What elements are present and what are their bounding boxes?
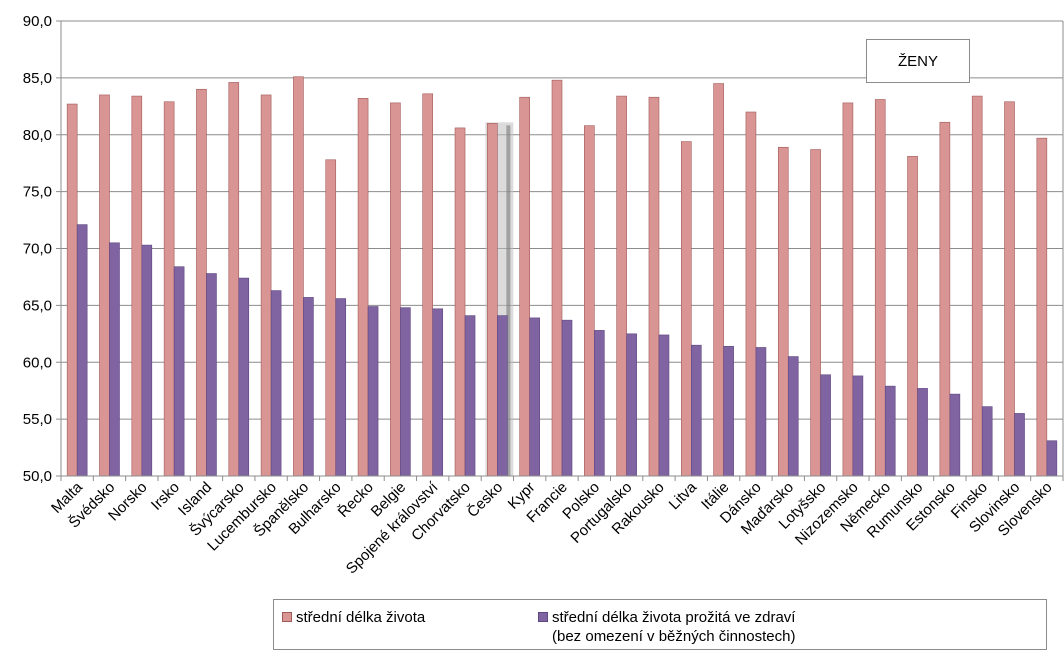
bar-healthy-life-expectancy bbox=[658, 334, 670, 477]
bar-life-expectancy bbox=[422, 93, 434, 477]
bar-life-expectancy bbox=[487, 123, 498, 477]
x-category-label: Česko bbox=[464, 479, 506, 521]
bar-healthy-life-expectancy bbox=[594, 330, 605, 477]
bar-healthy-life-expectancy bbox=[690, 344, 702, 477]
legend-swatch-healthy-life-expectancy bbox=[538, 612, 548, 622]
x-axis-category-labels: MaltaŠvédskoNorskoIrskoIslandŠvýcarskoLu… bbox=[48, 478, 1056, 577]
bar-healthy-life-expectancy bbox=[238, 277, 250, 477]
bar-life-expectancy bbox=[745, 111, 757, 477]
bar-healthy-life-expectancy bbox=[820, 374, 831, 477]
y-tick-label: 80,0 bbox=[23, 127, 52, 144]
bar-life-expectancy bbox=[907, 156, 918, 477]
bar-life-expectancy bbox=[777, 146, 789, 477]
bar-healthy-life-expectancy bbox=[561, 319, 573, 477]
legend-swatch-life-expectancy bbox=[282, 612, 292, 622]
bar-healthy-life-expectancy bbox=[787, 356, 799, 477]
chart-title: ŽENY bbox=[897, 52, 938, 70]
bar-healthy-life-expectancy bbox=[884, 385, 896, 477]
y-tick-label: 50,0 bbox=[23, 468, 52, 485]
bar-healthy-life-expectancy bbox=[1014, 413, 1025, 477]
bar-healthy-life-expectancy bbox=[981, 406, 993, 477]
bar-life-expectancy bbox=[260, 94, 272, 477]
bar-healthy-life-expectancy bbox=[335, 298, 347, 477]
bar-life-expectancy bbox=[971, 95, 983, 477]
bar-life-expectancy bbox=[99, 94, 110, 477]
bar-healthy-life-expectancy bbox=[76, 224, 88, 477]
bar-life-expectancy bbox=[66, 103, 78, 477]
bar-healthy-life-expectancy bbox=[626, 333, 637, 477]
bar-healthy-life-expectancy bbox=[1046, 440, 1058, 477]
bar-life-expectancy bbox=[390, 102, 401, 477]
bar-healthy-life-expectancy bbox=[497, 315, 508, 477]
legend-label-healthy-line-1: střední délka života prožitá ve zdraví bbox=[552, 609, 796, 626]
bar-life-expectancy bbox=[616, 95, 627, 477]
bar-life-expectancy bbox=[357, 98, 369, 477]
bar-life-expectancy bbox=[519, 96, 530, 477]
bar-life-expectancy bbox=[131, 95, 143, 477]
x-category-label: Litva bbox=[666, 478, 701, 513]
bar-life-expectancy bbox=[293, 76, 304, 477]
bar-life-expectancy bbox=[228, 82, 240, 477]
bar-life-expectancy bbox=[939, 121, 951, 477]
legend-label-life-expectancy: střední délka života bbox=[296, 609, 426, 626]
bar-healthy-life-expectancy bbox=[755, 347, 767, 477]
bar-healthy-life-expectancy bbox=[852, 375, 864, 477]
bar-healthy-life-expectancy bbox=[529, 317, 540, 477]
bar-healthy-life-expectancy bbox=[400, 307, 411, 477]
bar-healthy-life-expectancy bbox=[917, 388, 928, 477]
bar-life-expectancy bbox=[584, 125, 595, 477]
bar-healthy-life-expectancy bbox=[464, 315, 476, 477]
bar-life-expectancy bbox=[842, 102, 854, 477]
bar-life-expectancy bbox=[1004, 101, 1015, 477]
bar-life-expectancy bbox=[874, 99, 886, 477]
bar-life-expectancy bbox=[713, 83, 724, 477]
y-tick-label: 85,0 bbox=[23, 70, 52, 87]
bar-life-expectancy bbox=[680, 141, 692, 477]
bar-life-expectancy bbox=[325, 159, 337, 477]
bar-healthy-life-expectancy bbox=[109, 242, 120, 477]
bar-healthy-life-expectancy bbox=[173, 266, 185, 477]
y-tick-label: 60,0 bbox=[23, 354, 52, 371]
bar-life-expectancy bbox=[454, 127, 466, 477]
y-tick-label: 90,0 bbox=[23, 13, 52, 30]
axes bbox=[56, 20, 1064, 481]
bar-healthy-life-expectancy bbox=[303, 297, 314, 477]
y-axis-tick-labels: 50,0 55,0 60,0 65,0 70,0 75,0 80,0 85,0 90,0 bbox=[23, 13, 52, 485]
x-category-label: Řecko bbox=[335, 479, 377, 521]
bar-life-expectancy bbox=[810, 149, 821, 477]
bar-healthy-life-expectancy bbox=[206, 273, 217, 477]
bar-healthy-life-expectancy bbox=[949, 393, 961, 477]
bars bbox=[66, 76, 1058, 477]
bar-life-expectancy bbox=[196, 88, 207, 477]
y-tick-label: 55,0 bbox=[23, 411, 52, 428]
legend-label-healthy-line-2: (bez omezení v běžných činnostech) bbox=[552, 628, 796, 645]
bar-life-expectancy bbox=[648, 96, 660, 477]
bar-healthy-life-expectancy bbox=[723, 346, 734, 477]
bar-healthy-life-expectancy bbox=[367, 306, 379, 477]
bar-healthy-life-expectancy bbox=[270, 290, 282, 477]
bar-healthy-life-expectancy bbox=[432, 308, 444, 477]
y-tick-label: 75,0 bbox=[23, 184, 52, 201]
chart-title-box: ŽENY bbox=[866, 39, 970, 83]
bar-life-expectancy bbox=[551, 79, 563, 477]
bar-life-expectancy bbox=[1036, 137, 1048, 477]
y-tick-label: 70,0 bbox=[23, 241, 52, 258]
bar-healthy-life-expectancy bbox=[141, 244, 153, 477]
legend: střední délka života střední délka život… bbox=[273, 599, 1047, 650]
bar-life-expectancy bbox=[163, 101, 175, 477]
highlight-shadow-edge bbox=[506, 125, 511, 476]
y-tick-label: 65,0 bbox=[23, 297, 52, 314]
